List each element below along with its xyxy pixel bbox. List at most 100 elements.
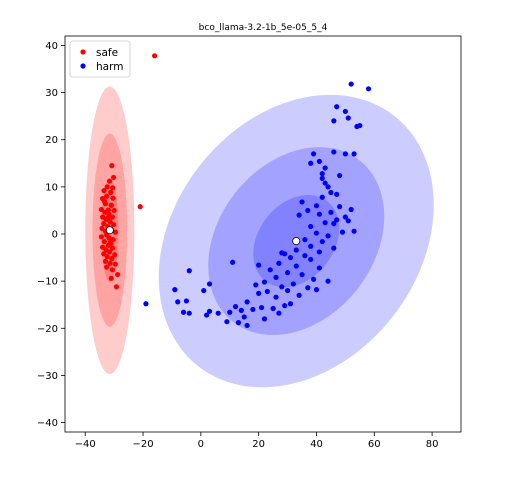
- safe-point: [137, 204, 143, 210]
- safe-point: [108, 202, 114, 208]
- harm-point: [282, 303, 288, 309]
- harm-point: [322, 180, 328, 186]
- harm-point: [287, 301, 294, 307]
- harm-point: [316, 265, 322, 271]
- safe-point: [105, 215, 111, 221]
- harm-point: [230, 259, 236, 265]
- x-tick-label: 20: [252, 439, 265, 450]
- y-tick-label: −20: [37, 324, 58, 335]
- safe-point: [113, 284, 120, 290]
- harm-point: [261, 316, 268, 322]
- harm-point: [316, 158, 322, 164]
- harm-point: [313, 203, 320, 209]
- harm-point: [305, 207, 311, 214]
- harm-point: [250, 306, 256, 313]
- safe-point: [108, 189, 114, 196]
- safe-point: [106, 249, 113, 255]
- harm-point: [319, 175, 325, 181]
- harm-point: [328, 209, 334, 215]
- harm-point: [270, 305, 276, 312]
- y-tick-label: 30: [45, 88, 58, 99]
- harm-point: [258, 304, 265, 311]
- harm-point: [215, 310, 221, 316]
- harm-point: [273, 274, 279, 280]
- safe-point: [112, 261, 118, 267]
- safe-point: [98, 206, 105, 213]
- harm-point: [143, 301, 149, 307]
- harm-point: [351, 228, 357, 234]
- harm-point: [342, 151, 348, 157]
- harm-point: [279, 284, 285, 290]
- harm-point: [186, 268, 192, 274]
- harm-point: [186, 310, 192, 316]
- safe-point: [109, 214, 116, 220]
- harm-point: [331, 221, 337, 227]
- safe-point: [101, 221, 107, 227]
- y-tick-label: −30: [37, 371, 58, 382]
- safe-mean-marker: [105, 226, 114, 235]
- harm-point: [319, 194, 325, 200]
- safe-point: [105, 242, 111, 248]
- safe-point: [109, 267, 116, 273]
- safe-point: [115, 271, 121, 278]
- legend: safe harm: [69, 40, 131, 78]
- harm-point: [365, 86, 372, 92]
- harm-point: [305, 285, 311, 291]
- safe-point: [111, 207, 117, 214]
- harm-point: [322, 165, 328, 171]
- harm-point: [264, 288, 270, 295]
- harm-point: [351, 151, 357, 157]
- harm-point: [302, 237, 308, 243]
- legend-marker-harm: [80, 63, 86, 69]
- harm-point: [227, 309, 233, 315]
- harm-point: [331, 118, 337, 124]
- harm-point: [345, 115, 351, 121]
- y-tick-label: 40: [45, 41, 58, 52]
- x-tick-label: −20: [132, 439, 153, 450]
- safe-point: [98, 234, 105, 240]
- harm-point: [180, 309, 187, 315]
- harm-point: [325, 184, 331, 190]
- x-tick-label: 0: [198, 439, 204, 450]
- harm-point: [241, 314, 247, 320]
- safe-point: [152, 53, 158, 59]
- harm-point: [204, 312, 210, 318]
- harm-point: [334, 217, 340, 223]
- harm-point: [290, 281, 296, 287]
- harm-point: [313, 230, 320, 236]
- legend-label-harm: harm: [96, 61, 123, 73]
- harm-point: [299, 199, 305, 205]
- chart-title: bco_llama-3.2-1b_5e-05_5_4: [199, 23, 328, 33]
- safe-point: [101, 188, 107, 194]
- plot-area: −40 −20 0 20 40 60 80 −40 −30 −20 −10 0 10 20 30 40: [37, 35, 462, 450]
- harm-point: [331, 245, 337, 251]
- harm-point: [322, 220, 328, 226]
- harm-point: [334, 191, 340, 197]
- safe-point: [109, 255, 115, 262]
- harm-point: [339, 229, 346, 235]
- harm-point: [232, 304, 239, 310]
- harm-point: [293, 247, 299, 253]
- safe-point: [102, 209, 108, 215]
- safe-point: [102, 258, 109, 264]
- harm-point: [310, 151, 317, 157]
- harm-point: [331, 149, 337, 155]
- safe-point: [104, 254, 110, 260]
- harm-point: [308, 243, 314, 249]
- safe-point: [112, 229, 118, 235]
- safe-point: [109, 245, 116, 251]
- harm-point: [253, 282, 259, 288]
- harm-point: [302, 253, 308, 259]
- harm-point: [244, 299, 250, 305]
- harm-point: [206, 308, 213, 314]
- x-tick-label: 40: [310, 439, 323, 450]
- safe-point: [110, 195, 116, 201]
- harm-point: [348, 81, 354, 87]
- harm-point: [319, 171, 325, 177]
- safe-point: [104, 193, 110, 199]
- safe-point: [104, 184, 110, 190]
- legend-box: [69, 40, 131, 78]
- x-tick-label: −40: [75, 439, 96, 450]
- harm-point: [342, 108, 348, 115]
